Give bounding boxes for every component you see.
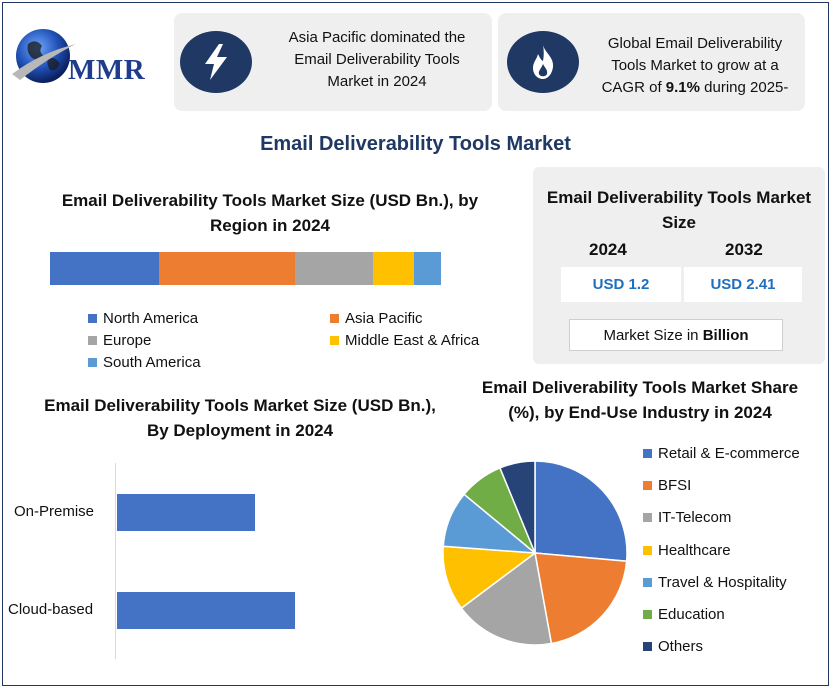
market-size-year-2032: 2032 bbox=[725, 240, 763, 259]
legend-europe: Europe bbox=[88, 332, 151, 349]
market-size-box: Email Deliverability Tools Market Size 2… bbox=[533, 167, 825, 364]
deployment-bar-cloud-based bbox=[117, 592, 295, 629]
region-segment-europe bbox=[294, 252, 373, 285]
legend-swatch bbox=[88, 336, 97, 345]
globe-icon bbox=[12, 29, 76, 83]
legend-south-america: South America bbox=[88, 354, 201, 371]
pie-legend-travel: Travel & Hospitality bbox=[643, 574, 787, 591]
legend-swatch bbox=[88, 314, 97, 323]
legend-swatch bbox=[643, 642, 652, 651]
deployment-chart-title: Email Deliverability Tools Market Size (… bbox=[44, 396, 436, 440]
legend-swatch bbox=[330, 336, 339, 345]
region-segment-north-america bbox=[50, 252, 159, 285]
legend-swatch bbox=[643, 481, 652, 490]
legend-swatch bbox=[643, 546, 652, 555]
legend-middle-east-africa: Middle East & Africa bbox=[330, 332, 479, 349]
pie-legend-bfsi: BFSI bbox=[643, 477, 691, 494]
pie-slice-healthcare bbox=[442, 545, 538, 610]
logo-text: MMR bbox=[68, 54, 146, 86]
pie-legend-education: Education bbox=[643, 606, 725, 623]
legend-asia-pacific: Asia Pacific bbox=[330, 310, 423, 327]
region-segment-south-america bbox=[413, 252, 441, 285]
main-title: Email Deliverability Tools Market bbox=[260, 133, 571, 155]
legend-swatch bbox=[330, 314, 339, 323]
region-stacked-bar bbox=[50, 252, 441, 285]
pie-chart-title: Email Deliverability Tools Market Share … bbox=[481, 378, 799, 422]
info-box-region: Asia Pacific dominated the Email Deliver… bbox=[174, 13, 492, 111]
legend-swatch bbox=[643, 449, 652, 458]
market-size-title: Email Deliverability Tools Market Size bbox=[546, 188, 812, 232]
market-size-value-2024: USD 1.2 bbox=[561, 267, 681, 302]
pie-slice-bfsi bbox=[534, 552, 628, 645]
market-size-year-2024: 2024 bbox=[589, 240, 627, 259]
pie-slice-others bbox=[498, 460, 536, 554]
lightning-bolt-icon bbox=[180, 31, 252, 93]
market-size-unit: Market Size in Billion bbox=[569, 319, 783, 351]
info-box-cagr-text: Global Email Deliverability Tools Market… bbox=[601, 35, 789, 96]
market-size-value-2032: USD 2.41 bbox=[684, 267, 802, 302]
deployment-bar-on-premise bbox=[117, 494, 255, 531]
deployment-axis-line bbox=[115, 463, 116, 659]
deployment-label-on-premise: On-Premise bbox=[14, 503, 95, 520]
pie-slice-retail-e-commerce bbox=[534, 460, 628, 563]
pie-legend-others: Others bbox=[643, 638, 703, 655]
legend-swatch bbox=[643, 610, 652, 619]
end-use-pie-chart bbox=[442, 460, 628, 646]
pie-legend-healthcare: Healthcare bbox=[643, 542, 731, 559]
pie-slice-it-telecom bbox=[460, 551, 553, 646]
flame-icon bbox=[507, 31, 579, 93]
info-box-region-text: Asia Pacific dominated the Email Deliver… bbox=[288, 29, 466, 90]
legend-swatch bbox=[643, 513, 652, 522]
pie-legend-it-telecom: IT-Telecom bbox=[643, 509, 731, 526]
mmr-logo: MMR bbox=[10, 26, 170, 96]
pie-legend-retail: Retail & E-commerce bbox=[643, 445, 800, 462]
region-segment-asia-pacific bbox=[158, 252, 295, 285]
region-segment-middle-east-africa bbox=[372, 252, 414, 285]
region-chart-title: Email Deliverability Tools Market Size (… bbox=[61, 191, 479, 235]
legend-north-america: North America bbox=[88, 310, 198, 327]
deployment-label-cloud-based: Cloud-based bbox=[8, 601, 94, 618]
info-box-cagr: Global Email Deliverability Tools Market… bbox=[498, 13, 805, 111]
legend-swatch bbox=[643, 578, 652, 587]
legend-swatch bbox=[88, 358, 97, 367]
